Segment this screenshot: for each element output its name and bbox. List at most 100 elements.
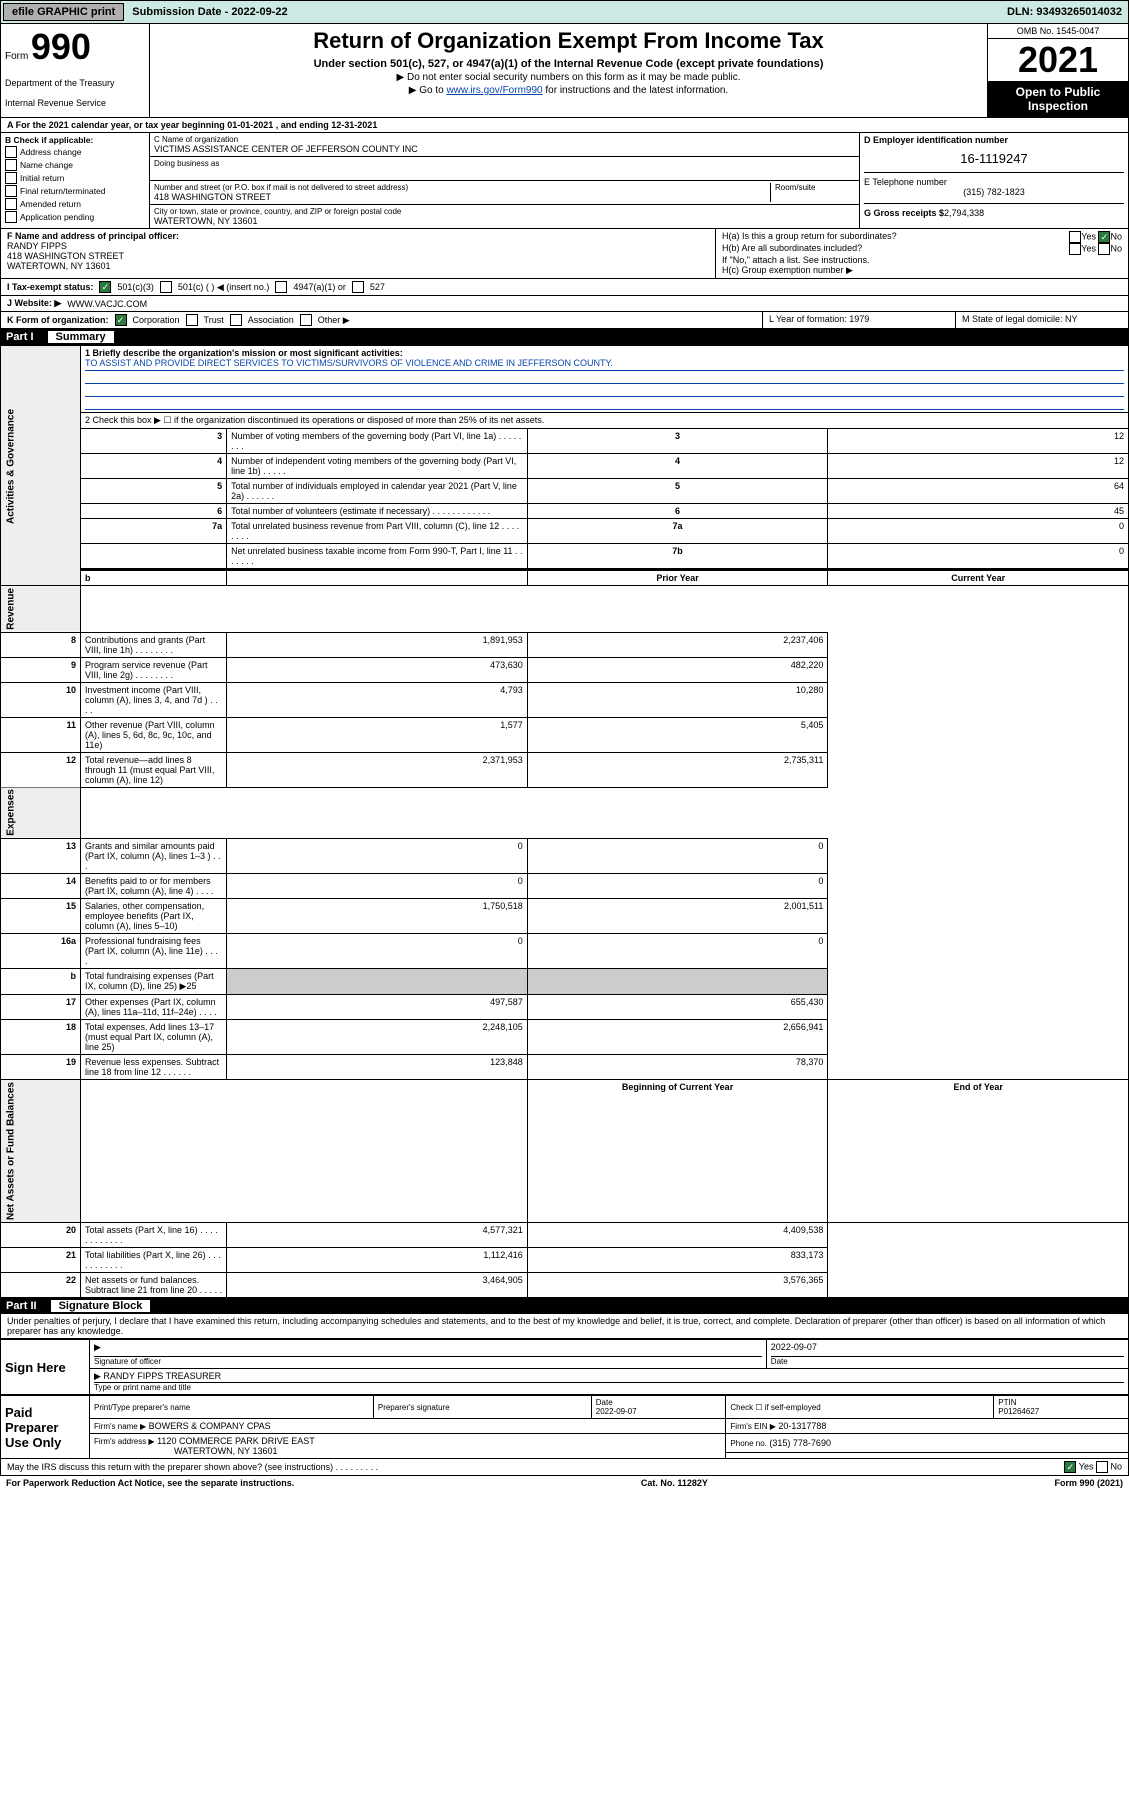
row-l: L Year of formation: 1979 <box>762 312 955 328</box>
current-value: 78,370 <box>527 1055 828 1080</box>
chk-527[interactable] <box>352 281 364 293</box>
efile-button[interactable]: efile GRAPHIC print <box>3 3 124 21</box>
row-h: H(a) Is this a group return for subordin… <box>715 229 1128 278</box>
line-num: 7a <box>81 519 227 544</box>
section-bcd: B Check if applicable: Address change Na… <box>0 133 1129 229</box>
chk-501c3[interactable]: ✓ <box>99 281 111 293</box>
prior-value: 1,891,953 <box>227 632 528 657</box>
line-num: 3 <box>81 429 227 454</box>
prior-year-header: Prior Year <box>527 570 828 586</box>
chk-discuss-yes[interactable]: ✓ <box>1064 1461 1076 1473</box>
chk-4947[interactable] <box>275 281 287 293</box>
perjury-text: Under penalties of perjury, I declare th… <box>0 1314 1129 1339</box>
chk-amended-return[interactable]: Amended return <box>5 198 145 210</box>
vert-governance: Activities & Governance <box>1 346 81 586</box>
prior-value: 1,750,518 <box>227 899 528 934</box>
prior-value: 3,464,905 <box>227 1273 528 1298</box>
chk-other[interactable] <box>300 314 312 326</box>
chk-name-change[interactable]: Name change <box>5 159 145 171</box>
paperwork-notice: For Paperwork Reduction Act Notice, see … <box>6 1478 294 1488</box>
discuss-row: May the IRS discuss this return with the… <box>0 1459 1129 1476</box>
line-label: Salaries, other compensation, employee b… <box>81 899 227 934</box>
line-label: Total liabilities (Part X, line 26) . . … <box>81 1248 227 1273</box>
line-label: Grants and similar amounts paid (Part IX… <box>81 839 227 874</box>
irs-link[interactable]: www.irs.gov/Form990 <box>446 85 542 96</box>
line-num: 8 <box>1 632 81 657</box>
prior-value: 0 <box>227 934 528 969</box>
line-num: 9 <box>1 657 81 682</box>
form-number-box: Form 990 Department of the Treasury Inte… <box>1 24 150 117</box>
form-number: 990 <box>31 26 91 67</box>
footer: For Paperwork Reduction Act Notice, see … <box>0 1476 1129 1490</box>
current-value: 2,656,941 <box>527 1020 828 1055</box>
current-value: 2,237,406 <box>527 632 828 657</box>
hb-yesno: Yes No <box>1069 243 1122 255</box>
chk-association[interactable] <box>230 314 242 326</box>
website-value: WWW.VACJC.COM <box>67 299 147 309</box>
ha-yesno: Yes ✓No <box>1069 231 1122 243</box>
line-num <box>81 544 227 570</box>
ein-label: D Employer identification number <box>864 135 1124 145</box>
prior-value: 473,630 <box>227 657 528 682</box>
vert-net-assets: Net Assets or Fund Balances <box>1 1080 81 1223</box>
current-value: 2,001,511 <box>527 899 828 934</box>
row-i: I Tax-exempt status: ✓501(c)(3) 501(c) (… <box>0 279 1129 296</box>
tax-year: 2021 <box>988 39 1128 81</box>
org-name: VICTIMS ASSISTANCE CENTER OF JEFFERSON C… <box>154 144 855 154</box>
dba-row: Doing business as <box>150 157 859 181</box>
line-num: 22 <box>1 1273 81 1298</box>
dept-label: Department of the Treasury <box>5 78 145 88</box>
street-address: 418 WASHINGTON STREET <box>154 192 770 202</box>
line-num: 14 <box>1 874 81 899</box>
phone-value: (315) 782-1823 <box>864 187 1124 197</box>
line-label: Net assets or fund balances. Subtract li… <box>81 1273 227 1298</box>
line-label: Total fundraising expenses (Part IX, col… <box>81 969 227 995</box>
line-label: Total assets (Part X, line 16) . . . . .… <box>81 1223 227 1248</box>
line-num: 21 <box>1 1248 81 1273</box>
line-label: Program service revenue (Part VIII, line… <box>81 657 227 682</box>
row-klm: K Form of organization: ✓Corporation Tru… <box>0 312 1129 329</box>
chk-discuss-no[interactable] <box>1096 1461 1108 1473</box>
line-label: Total number of volunteers (estimate if … <box>227 504 528 519</box>
chk-initial-return[interactable]: Initial return <box>5 172 145 184</box>
sig-date: 2022-09-07 <box>771 1342 1124 1357</box>
line-label: Total unrelated business revenue from Pa… <box>227 519 528 544</box>
submission-date-label: Submission Date - 2022-09-22 <box>126 4 293 20</box>
col-c: C Name of organization VICTIMS ASSISTANC… <box>150 133 859 228</box>
line-label: Net unrelated business taxable income fr… <box>227 544 528 570</box>
city-state-zip: WATERTOWN, NY 13601 <box>154 216 855 226</box>
sign-here-label: Sign Here <box>1 1340 90 1395</box>
paid-preparer-label: Paid Preparer Use Only <box>1 1396 90 1459</box>
line-value: 0 <box>828 544 1129 570</box>
chk-trust[interactable] <box>186 314 198 326</box>
chk-corporation[interactable]: ✓ <box>115 314 127 326</box>
line-num: 18 <box>1 1020 81 1055</box>
row-fh: F Name and address of principal officer:… <box>0 229 1129 279</box>
main-title: Return of Organization Exempt From Incom… <box>156 28 981 54</box>
chk-address-change[interactable]: Address change <box>5 146 145 158</box>
phone-label: E Telephone number <box>864 172 1124 187</box>
sign-here-block: Sign Here ▶ Signature of officer 2022-09… <box>0 1339 1129 1395</box>
current-value: 3,576,365 <box>527 1273 828 1298</box>
current-value: 2,735,311 <box>527 752 828 787</box>
chk-final-return[interactable]: Final return/terminated <box>5 185 145 197</box>
prior-value: 0 <box>227 839 528 874</box>
topbar: efile GRAPHIC print Submission Date - 20… <box>0 0 1129 24</box>
current-value: 833,173 <box>527 1248 828 1273</box>
line-label: Revenue less expenses. Subtract line 18 … <box>81 1055 227 1080</box>
boy-header: Beginning of Current Year <box>527 1080 828 1223</box>
line-num: 4 <box>81 454 227 479</box>
line-num: b <box>1 969 81 995</box>
part1-table: Activities & Governance 1 Briefly descri… <box>0 345 1129 1298</box>
row-f: F Name and address of principal officer:… <box>1 229 715 278</box>
chk-application-pending[interactable]: Application pending <box>5 211 145 223</box>
row-j: J Website: ▶ WWW.VACJC.COM <box>0 296 1129 312</box>
line-num: 17 <box>1 995 81 1020</box>
line-num: 13 <box>1 839 81 874</box>
line-num: 15 <box>1 899 81 934</box>
current-value: 5,405 <box>527 717 828 752</box>
line-num: 6 <box>81 504 227 519</box>
prior-value: 123,848 <box>227 1055 528 1080</box>
chk-501c[interactable] <box>160 281 172 293</box>
prior-value: 2,248,105 <box>227 1020 528 1055</box>
